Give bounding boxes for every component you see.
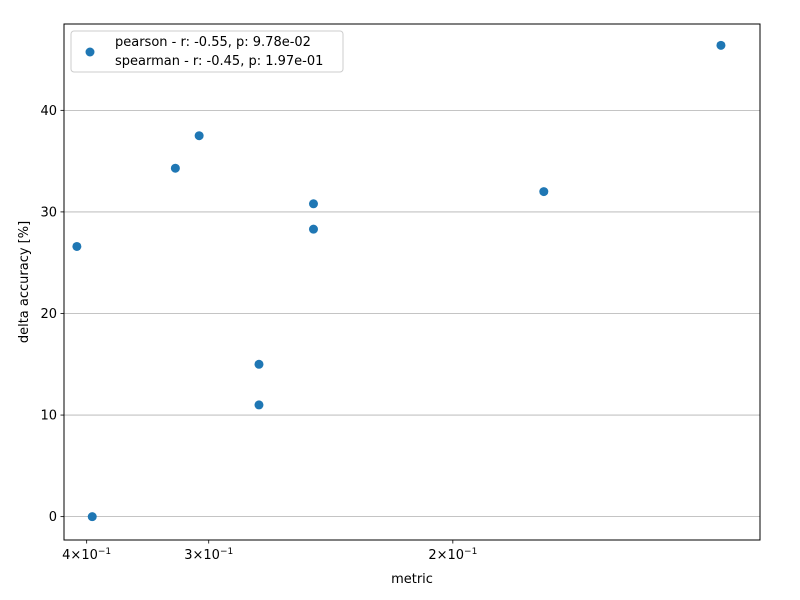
legend-entry-line-1: pearson - r: -0.55, p: 9.78e-02 [115, 35, 311, 50]
data-point [254, 359, 264, 369]
y-axis-label: delta accuracy [%] [17, 221, 32, 343]
data-point [87, 512, 97, 522]
x-axis-ticks: 4×10−1 3×10−1 2×10−1 [62, 540, 477, 563]
x-tick-label: 4×10−1 [62, 547, 111, 563]
legend-entry-line-2: spearman - r: -0.45, p: 1.97e-01 [115, 54, 323, 69]
y-tick-label: 20 [40, 307, 57, 322]
data-point [254, 400, 264, 410]
data-point [72, 241, 82, 251]
y-tick-label: 0 [49, 510, 57, 525]
legend-box [70, 30, 344, 73]
y-tick-label: 10 [40, 409, 57, 424]
y-tick-label: 40 [40, 104, 57, 119]
x-axis-label: metric [391, 572, 433, 587]
legend-marker [85, 47, 95, 57]
y-axis-ticks: 0 10 20 30 40 [40, 104, 64, 525]
data-point [170, 163, 180, 173]
x-tick-label: 2×10−1 [428, 547, 477, 563]
data-point [194, 131, 204, 141]
data-point [308, 224, 318, 234]
legend: pearson - r: -0.55, p: 9.78e-02 spearman… [70, 30, 344, 73]
data-point [308, 199, 318, 209]
data-point [716, 40, 726, 50]
data-point [539, 187, 549, 197]
x-tick-label: 3×10−1 [184, 547, 233, 563]
plot-area-frame [63, 23, 761, 541]
data-points [72, 40, 726, 522]
gridlines [64, 109, 760, 518]
y-tick-label: 30 [40, 205, 57, 220]
